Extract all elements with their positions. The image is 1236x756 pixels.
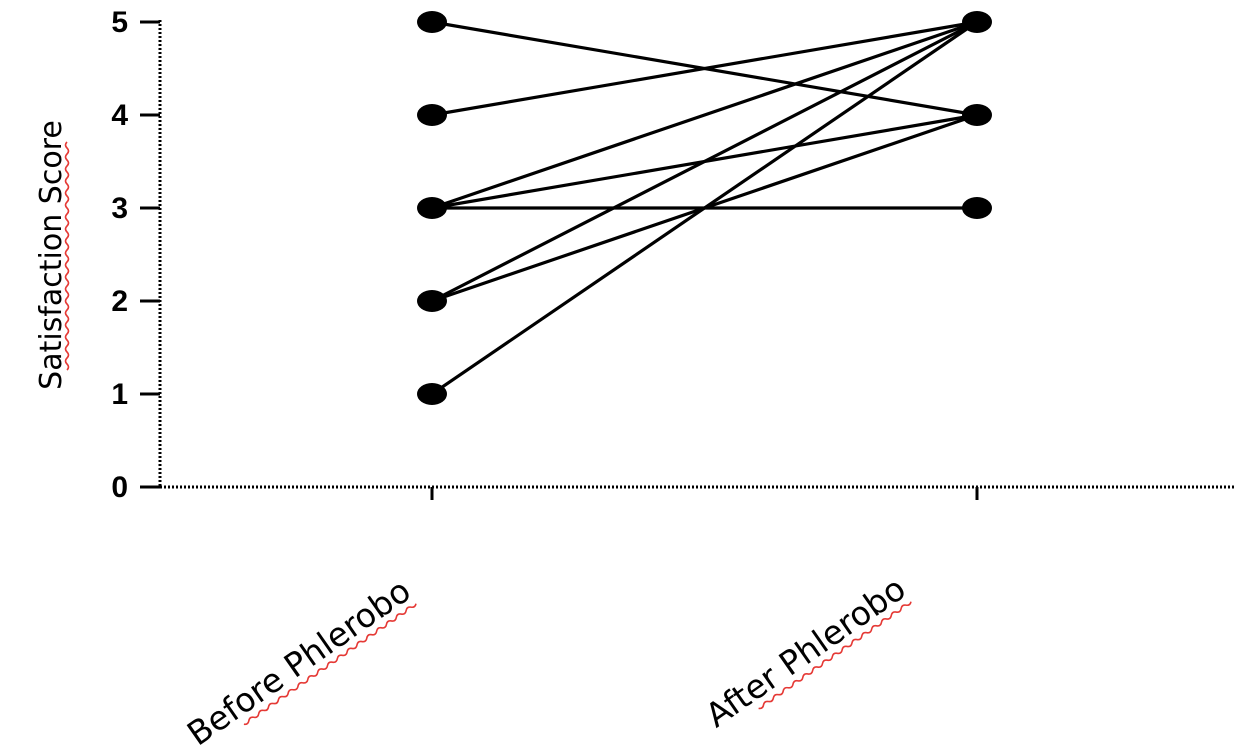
spellcheck-underline [758,601,912,710]
series-lines [431,20,978,396]
category-label-after: After Phlerobo [698,569,912,735]
category-label-before: Before Phlerobo [180,571,418,754]
series-line-5 [431,20,978,303]
y-tick-label-4: 4 [111,99,128,132]
data-point-before-5 [417,11,447,33]
data-point-after-3 [962,197,992,219]
data-point-before-2 [417,290,447,312]
y-tick-label-2: 2 [111,285,128,318]
axes [158,20,1236,489]
spellcheck-underline [243,603,417,726]
y-tick-label-5: 5 [111,6,128,39]
y-axis-title: Satisfaction Score [34,120,70,390]
y-tick-label-0: 0 [111,471,128,504]
category-labels: Before Phlerobo After Phlerobo [180,569,913,754]
data-point-before-3 [417,197,447,219]
series-line-1 [431,20,978,117]
category-label-group-1: After Phlerobo [698,569,912,735]
data-point-before-4 [417,104,447,126]
spellcheck-underline [64,141,70,371]
series-line-7 [431,20,978,396]
y-tick-label-1: 1 [111,378,128,411]
data-points [417,11,992,405]
x-ticks [430,487,979,500]
y-axis-label: Satisfaction Score [34,120,69,390]
y-tick-label-3: 3 [111,192,128,225]
series-line-2 [431,20,978,210]
data-point-before-1 [417,383,447,405]
y-ticks: 0 1 2 3 4 5 [111,6,160,504]
data-point-after-4 [962,104,992,126]
data-point-after-5 [962,11,992,33]
category-label-group-0: Before Phlerobo [180,571,418,754]
